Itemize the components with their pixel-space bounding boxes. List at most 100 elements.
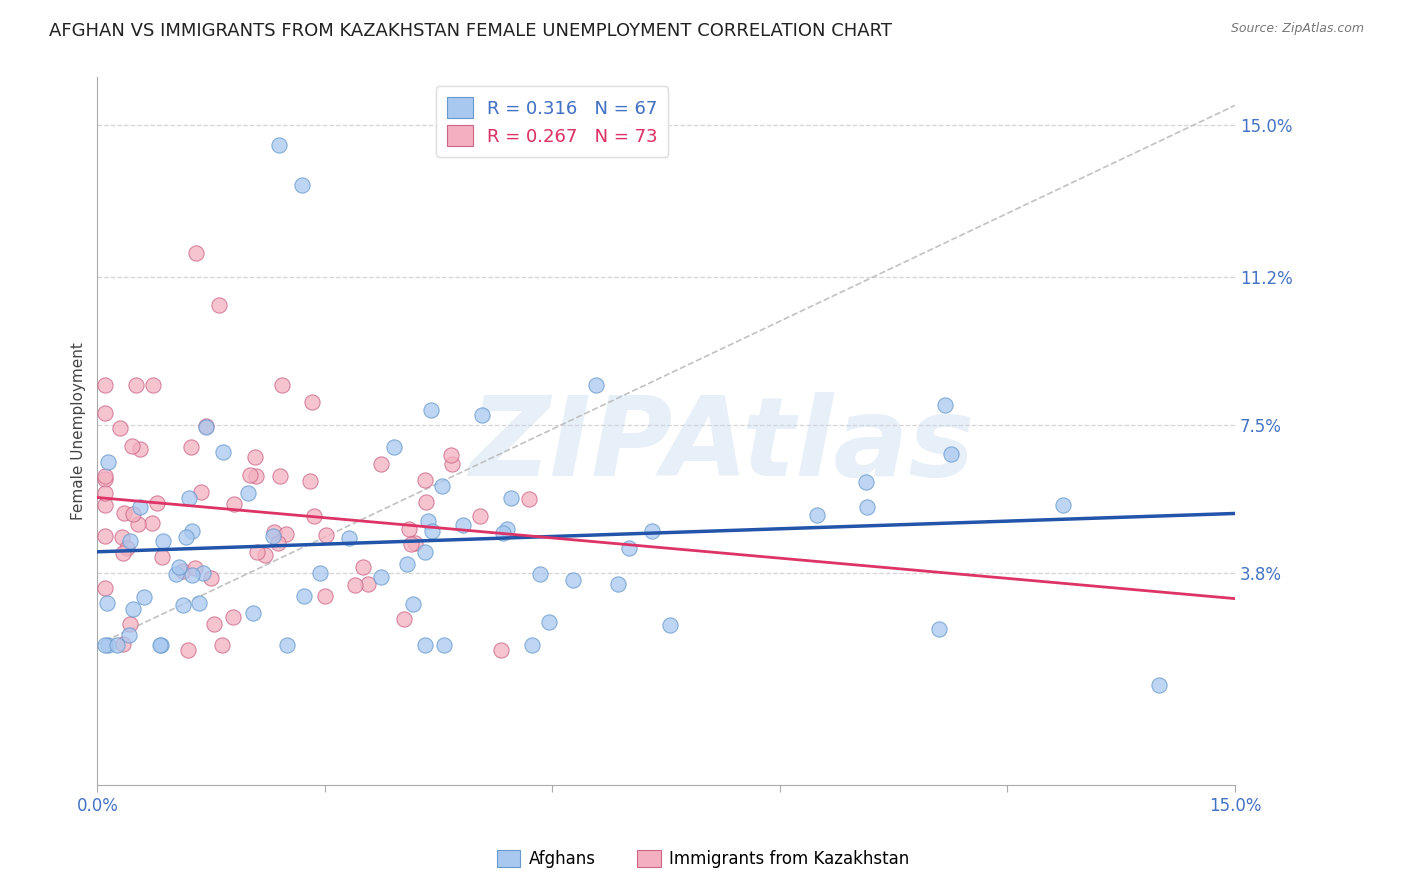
Point xyxy=(468,509,491,524)
Point xyxy=(538,615,561,629)
Point xyxy=(439,448,461,462)
Point xyxy=(239,467,262,482)
Point xyxy=(150,549,173,564)
Point xyxy=(245,469,267,483)
Point xyxy=(179,491,201,505)
Point xyxy=(118,616,141,631)
Point xyxy=(191,566,214,581)
Point xyxy=(254,549,277,563)
Point xyxy=(94,473,117,487)
Point xyxy=(396,557,419,571)
Point xyxy=(451,517,474,532)
Point xyxy=(641,524,664,538)
Point xyxy=(148,638,170,652)
Point xyxy=(415,638,437,652)
Point xyxy=(129,500,152,514)
Point xyxy=(112,637,135,651)
Point xyxy=(271,378,294,392)
Point xyxy=(420,403,443,417)
Point xyxy=(181,567,204,582)
Point xyxy=(112,506,135,520)
Point xyxy=(522,638,544,652)
Point xyxy=(172,599,194,613)
Point xyxy=(267,536,290,550)
Point xyxy=(517,491,540,506)
Point xyxy=(298,474,321,488)
Point xyxy=(146,496,169,510)
Point xyxy=(492,525,515,540)
Point xyxy=(343,578,366,592)
Point xyxy=(370,570,392,584)
Point xyxy=(269,138,291,153)
Legend: R = 0.316   N = 67, R = 0.267   N = 73: R = 0.316 N = 67, R = 0.267 N = 73 xyxy=(436,87,668,157)
Point xyxy=(928,622,950,636)
Point xyxy=(337,531,360,545)
Point xyxy=(308,566,330,580)
Point xyxy=(105,638,128,652)
Text: AFGHAN VS IMMIGRANTS FROM KAZAKHSTAN FEMALE UNEMPLOYMENT CORRELATION CHART: AFGHAN VS IMMIGRANTS FROM KAZAKHSTAN FEM… xyxy=(49,22,893,40)
Point xyxy=(585,378,607,392)
Point xyxy=(97,638,120,652)
Point xyxy=(190,485,212,500)
Point xyxy=(304,509,326,524)
Point xyxy=(245,450,267,464)
Point xyxy=(806,508,828,522)
Point xyxy=(108,421,131,435)
Point xyxy=(149,638,172,652)
Point xyxy=(200,571,222,585)
Point xyxy=(172,565,194,579)
Point xyxy=(404,536,426,550)
Point xyxy=(194,420,217,434)
Point xyxy=(94,485,117,500)
Point xyxy=(246,545,269,559)
Point xyxy=(501,491,523,506)
Point xyxy=(194,419,217,434)
Point xyxy=(96,596,118,610)
Point xyxy=(94,638,117,652)
Point xyxy=(128,442,150,456)
Point xyxy=(314,589,336,603)
Y-axis label: Female Unemployment: Female Unemployment xyxy=(72,343,86,520)
Point xyxy=(184,246,207,260)
Point xyxy=(115,541,138,556)
Text: Source: ZipAtlas.com: Source: ZipAtlas.com xyxy=(1230,22,1364,36)
Point xyxy=(617,541,640,556)
Point xyxy=(276,638,298,652)
Point xyxy=(94,529,117,543)
Point xyxy=(433,638,456,652)
Point xyxy=(211,445,233,459)
Point xyxy=(274,526,297,541)
Point xyxy=(94,499,117,513)
Point xyxy=(529,566,551,581)
Point xyxy=(413,473,436,487)
Point xyxy=(120,534,142,549)
Point xyxy=(152,534,174,549)
Point xyxy=(111,546,134,560)
Point xyxy=(141,516,163,531)
Point xyxy=(211,638,233,652)
Point xyxy=(422,524,444,538)
Point xyxy=(174,530,197,544)
Legend: Afghans, Immigrants from Kazakhstan: Afghans, Immigrants from Kazakhstan xyxy=(491,843,915,875)
Point xyxy=(183,560,205,574)
Point xyxy=(659,617,682,632)
Point xyxy=(122,602,145,616)
Point xyxy=(416,514,439,528)
Point xyxy=(262,529,284,543)
Point xyxy=(94,469,117,483)
Point xyxy=(491,643,513,657)
Point xyxy=(181,524,204,539)
Point xyxy=(1052,498,1074,512)
Point xyxy=(441,457,464,471)
Point xyxy=(352,559,374,574)
Point xyxy=(238,485,260,500)
Point xyxy=(370,457,392,471)
Point xyxy=(132,591,155,605)
Point xyxy=(561,573,583,587)
Point xyxy=(94,378,117,392)
Point xyxy=(165,566,187,581)
Point xyxy=(607,577,630,591)
Point xyxy=(399,537,422,551)
Point xyxy=(263,524,285,539)
Point xyxy=(94,406,117,420)
